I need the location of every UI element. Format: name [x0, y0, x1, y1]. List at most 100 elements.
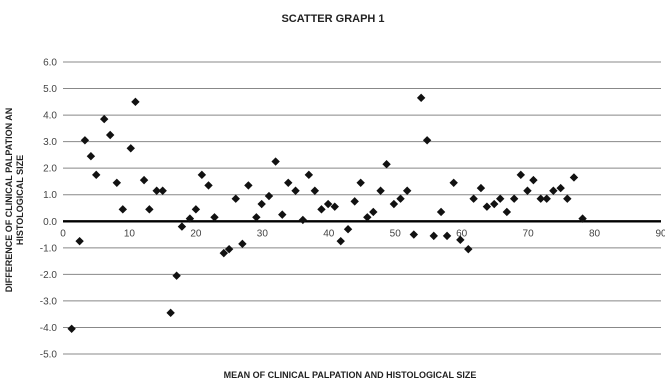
y-tick-label: -3.0	[40, 296, 58, 307]
data-point	[99, 114, 109, 124]
y-tick-label: 3.0	[43, 137, 57, 148]
data-point	[80, 136, 90, 145]
x-tick-label: 90	[655, 228, 665, 239]
data-point	[219, 248, 228, 258]
data-point	[264, 191, 274, 201]
data-point	[172, 271, 181, 280]
data-point	[126, 144, 135, 153]
data-point	[389, 199, 399, 209]
data-point	[166, 308, 175, 318]
data-point	[578, 214, 587, 223]
data-point	[529, 175, 538, 185]
data-point	[416, 93, 426, 103]
data-point	[549, 186, 558, 195]
data-point	[516, 170, 526, 180]
data-point	[523, 186, 532, 195]
data-point	[396, 194, 405, 203]
x-tick-label: 40	[323, 228, 335, 239]
data-point	[298, 215, 308, 225]
data-point	[177, 222, 187, 231]
data-point	[556, 183, 565, 193]
x-axis-label: MEAN OF CLINICAL PALPATION AND HISTOLOGI…	[224, 370, 477, 380]
y-tick-label: 0.0	[43, 217, 57, 228]
data-point	[464, 244, 473, 254]
data-point	[536, 194, 545, 203]
data-point	[118, 205, 127, 214]
grid-lines	[63, 61, 661, 355]
data-point	[257, 199, 266, 209]
data-point	[224, 244, 234, 254]
data-point	[252, 213, 261, 222]
data-point	[563, 194, 572, 203]
y-tick-label: 1.0	[43, 190, 57, 201]
axis-ticks: 6.0 5.0 4.0 3.0 2.0 1.0 0.0 -1.0 -2.0 -3.0 -4.0 -5.…	[40, 58, 665, 361]
data-point	[145, 205, 154, 214]
data-point	[449, 178, 458, 187]
data-point	[139, 175, 149, 185]
data-point	[271, 157, 280, 166]
y-tick-label: -2.0	[40, 270, 58, 281]
data-point	[92, 170, 101, 180]
y-axis-label-line-1: DIFFERENCE OF CLINICAL PALPATION AN	[4, 108, 14, 293]
data-point	[112, 178, 122, 187]
data-point	[284, 178, 293, 187]
data-point	[382, 160, 391, 169]
data-point	[429, 231, 438, 241]
x-tick-label: 20	[190, 228, 202, 239]
data-point	[244, 181, 253, 190]
data-point	[75, 236, 84, 246]
data-point	[278, 210, 287, 219]
x-tick-label: 60	[456, 228, 468, 239]
y-tick-label: 4.0	[43, 111, 57, 122]
data-point	[496, 194, 505, 203]
data-point	[376, 186, 385, 195]
data-point	[356, 178, 365, 187]
data-point	[131, 97, 140, 107]
y-axis-label-line-2: HISTOLOGICAL SIZE	[15, 155, 25, 245]
data-point	[67, 324, 76, 333]
data-point	[350, 197, 359, 206]
data-point	[105, 130, 115, 140]
data-point	[336, 236, 345, 246]
data-point	[197, 170, 207, 180]
data-point	[304, 170, 314, 180]
data-point	[469, 194, 478, 203]
data-point	[317, 205, 326, 214]
data-point	[542, 194, 551, 203]
data-point	[476, 183, 486, 193]
data-point	[158, 186, 167, 195]
data-point	[490, 199, 499, 209]
data-point	[436, 207, 446, 217]
data-point	[369, 207, 378, 217]
data-point	[191, 205, 201, 214]
y-tick-label: -5.0	[40, 350, 58, 361]
x-tick-label: 30	[257, 228, 269, 239]
x-tick-label: 0	[60, 228, 66, 239]
y-tick-label: -4.0	[40, 323, 58, 334]
data-point	[291, 186, 300, 195]
y-tick-label: 5.0	[43, 84, 57, 95]
data-point	[86, 152, 96, 161]
x-tick-label: 80	[589, 228, 601, 239]
data-point	[330, 202, 339, 211]
data-point	[231, 194, 240, 203]
data-point	[323, 199, 333, 209]
y-tick-label: -1.0	[40, 243, 58, 254]
plot-area: 6.0 5.0 4.0 3.0 2.0 1.0 0.0 -1.0 -2.0 -3.0 -4.0 -5.…	[40, 58, 665, 361]
y-tick-label: 2.0	[43, 164, 57, 175]
data-point	[310, 186, 320, 195]
x-tick-label: 10	[124, 228, 136, 239]
data-point	[343, 225, 353, 234]
data-point	[509, 194, 519, 203]
data-point	[456, 235, 465, 245]
data-point	[502, 207, 512, 217]
data-point	[422, 136, 432, 145]
chart-title: SCATTER GRAPH 1	[281, 13, 384, 25]
data-point	[569, 173, 579, 182]
data-point	[204, 181, 213, 190]
data-point	[363, 213, 372, 222]
x-tick-label: 50	[390, 228, 402, 239]
data-point	[185, 214, 195, 223]
x-tick-label: 70	[523, 228, 535, 239]
